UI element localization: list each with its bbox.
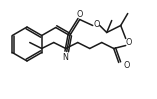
Text: N: N [62,53,68,62]
Text: O: O [124,61,130,70]
Text: O: O [126,38,132,47]
Text: O: O [94,20,100,29]
Text: O: O [76,10,83,19]
